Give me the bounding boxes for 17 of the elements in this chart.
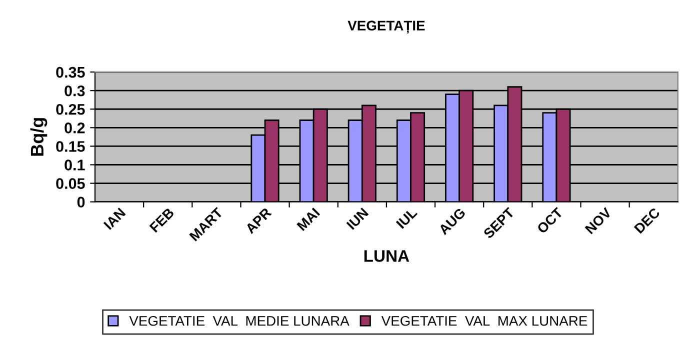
y-tick-label: 0: [77, 196, 85, 208]
x-tick-label: IAN: [103, 208, 126, 230]
y-tick-label: 0.35: [56, 66, 85, 78]
x-tick-label: IUL: [396, 207, 418, 229]
y-tick-label: 0.15: [56, 141, 85, 152]
x-tick-label: MAI: [296, 208, 320, 232]
y-tick-label: 0.2: [64, 122, 85, 134]
y-tick-label: 0.25: [56, 104, 85, 115]
y-axis-title: Bq/g: [30, 118, 48, 156]
x-axis-title: LUNA: [364, 250, 410, 262]
legend-label: VEGETATIE VAL MAX LUNARE: [381, 316, 588, 326]
y-tick-label: 0.3: [64, 85, 85, 96]
chart-title: VEGETAȚIE: [348, 20, 425, 34]
legend-label: VEGETATIE VAL MEDIE LUNARA: [129, 316, 350, 326]
x-tick-label: IUN: [346, 208, 369, 230]
y-tick-label: 0.05: [56, 178, 85, 189]
y-tick-label: 0.1: [64, 160, 85, 170]
